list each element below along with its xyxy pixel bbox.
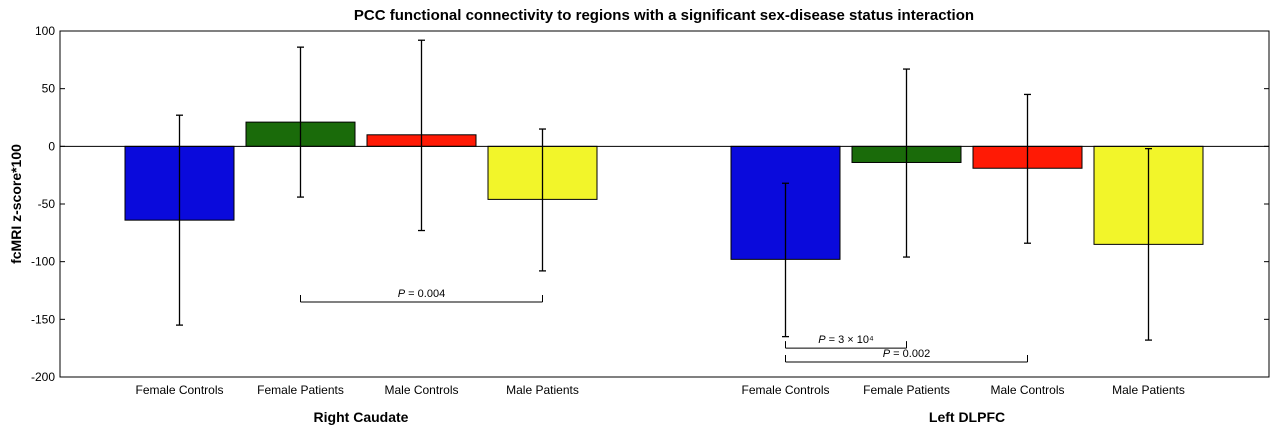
category-label-female-controls: Female Controls [135, 383, 223, 397]
category-label-male-controls: Male Controls [384, 383, 458, 397]
group-label-left-dlpfc: Left DLPFC [929, 409, 1005, 425]
significance-bracket: P = 3 × 10⁴ [785, 334, 907, 349]
category-label-male-controls: Male Controls [990, 383, 1064, 397]
y-tick-label: -200 [31, 370, 55, 384]
y-tick-label: -150 [31, 312, 55, 326]
error-bar-right-caudate-female-patients [297, 46, 304, 198]
significance-bracket: P = 0.004 [300, 288, 543, 303]
y-tick-label: -50 [38, 197, 56, 211]
x-axis-group-labels: Right Caudate Left DLPFC [314, 409, 1006, 425]
category-label-male-patients: Male Patients [1112, 383, 1185, 397]
error-bar-right-caudate-male-controls [418, 39, 425, 232]
p-symbol: P [883, 348, 891, 360]
significance-bracket: P = 0.002 [785, 348, 1028, 363]
p-value-label: P = 0.004 [398, 288, 445, 300]
y-tick-label: -100 [31, 255, 55, 269]
plot-frame [59, 30, 1270, 378]
x-axis-category-labels: Female Controls Female Patients Male Contr… [135, 383, 1184, 397]
error-bar-right-caudate-female-controls [176, 114, 183, 326]
y-tick-label: 0 [48, 139, 55, 153]
p-symbol: P [818, 334, 826, 346]
error-bar-left-dlpfc-male-controls [1024, 93, 1031, 244]
error-bar-left-dlpfc-female-patients [903, 68, 910, 258]
category-label-female-controls: Female Controls [741, 383, 829, 397]
category-label-male-patients: Male Patients [506, 383, 579, 397]
chart-title: PCC functional connectivity to regions w… [354, 7, 974, 24]
p-value: = 0.002 [890, 348, 930, 360]
group-label-right-caudate: Right Caudate [314, 409, 409, 425]
p-value-label: P = 3 × 10⁴ [818, 334, 874, 346]
error-bar-right-caudate-male-patients [539, 128, 546, 272]
error-bar-left-dlpfc-male-patients [1145, 147, 1152, 341]
p-value: = 3 × 10⁴ [826, 334, 874, 346]
p-symbol: P [398, 288, 406, 300]
category-label-female-patients: Female Patients [257, 383, 344, 397]
error-bar-left-dlpfc-female-controls [782, 182, 789, 338]
category-label-female-patients: Female Patients [863, 383, 950, 397]
y-axis-label: fcMRI z-score*100 [8, 144, 24, 264]
bars [124, 121, 1204, 260]
y-tick-label: 100 [35, 24, 55, 38]
error-bars [176, 39, 1152, 341]
y-tick-label: 50 [42, 82, 56, 96]
p-value-label: P = 0.002 [883, 348, 930, 360]
y-axis-ticks: -200 -150 -100 -50 0 50 100 [31, 24, 1269, 384]
p-value: = 0.004 [405, 288, 445, 300]
